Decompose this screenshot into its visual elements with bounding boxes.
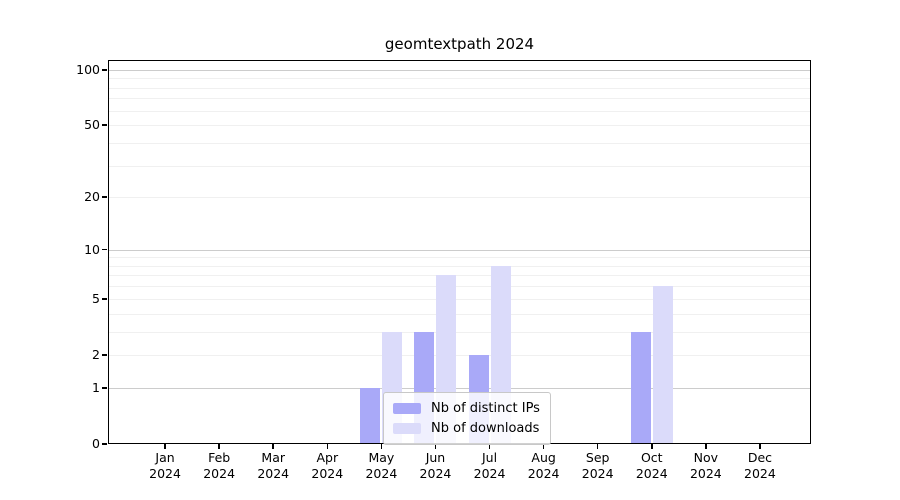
x-tick-month: May (368, 450, 395, 465)
minor-gridline (108, 197, 811, 199)
bar-distinct-ips (630, 331, 651, 444)
x-tick-month: Aug (531, 450, 556, 465)
major-gridline (108, 69, 811, 71)
x-tick-month: Dec (747, 450, 773, 465)
x-tick-year: 2024 (581, 466, 614, 481)
x-tick-mark (596, 444, 599, 449)
plot-area (108, 60, 811, 444)
y-tick-label: 20 (84, 189, 100, 205)
legend-entry: Nb of downloads (393, 418, 540, 438)
y-tick-mark (102, 387, 107, 389)
y-tick-mark (102, 443, 107, 445)
minor-gridline (108, 78, 811, 80)
x-tick-year: 2024 (744, 466, 776, 481)
x-tick-month: Feb (208, 450, 231, 465)
y-tick-mark (102, 248, 107, 251)
x-tick-label: Feb 2024 (187, 450, 251, 482)
x-tick-mark (272, 444, 275, 449)
y-tick-mark (102, 196, 107, 198)
x-tick-year: 2024 (527, 466, 560, 481)
x-tick-month: Jul (481, 450, 498, 465)
x-tick-label: Apr 2024 (295, 450, 359, 482)
minor-gridline (108, 298, 811, 300)
x-tick-mark (380, 444, 383, 449)
x-tick-year: 2024 (149, 466, 181, 481)
x-tick-mark (542, 444, 545, 449)
x-tick-mark (434, 444, 437, 449)
minor-gridline (108, 142, 811, 144)
bar-downloads (652, 286, 673, 444)
x-tick-month: Oct (640, 450, 663, 465)
x-tick-label: Jan 2024 (133, 450, 197, 482)
y-tick-label: 100 (76, 61, 100, 77)
y-tick-mark (102, 124, 107, 126)
x-tick-month: Jun (425, 450, 446, 465)
x-tick-year: 2024 (689, 466, 722, 481)
legend-label: Nb of distinct IPs (431, 400, 540, 416)
x-tick-month: Apr (316, 450, 339, 465)
minor-gridline (108, 87, 811, 89)
x-tick-month: Sep (585, 450, 610, 465)
legend-swatch (393, 422, 421, 434)
x-tick-label: Oct 2024 (620, 450, 684, 482)
y-tick-mark (102, 354, 107, 356)
minor-gridline (108, 165, 811, 167)
x-tick-year: 2024 (473, 466, 506, 481)
minor-gridline (108, 286, 811, 288)
x-tick-mark (218, 444, 220, 449)
y-tick-mark (102, 297, 107, 300)
minor-gridline (108, 98, 811, 100)
x-tick-year: 2024 (365, 466, 398, 481)
x-tick-label: Dec 2024 (728, 450, 792, 482)
y-tick-label: 1 (92, 379, 100, 395)
minor-gridline (108, 257, 811, 259)
y-tick-label: 50 (84, 117, 100, 133)
legend: Nb of distinct IPs Nb of downloads (383, 392, 551, 445)
minor-gridline (108, 354, 811, 356)
y-tick-label: 10 (84, 241, 100, 257)
legend-entry: Nb of distinct IPs (393, 398, 540, 418)
y-tick-label: 5 (92, 290, 100, 306)
minor-gridline (108, 265, 811, 267)
x-tick-year: 2024 (257, 466, 290, 481)
minor-gridline (108, 125, 811, 127)
y-tick-label: 0 (92, 436, 100, 451)
major-gridline (108, 387, 811, 389)
x-tick-month: Jan (155, 450, 175, 465)
x-tick-label: Nov 2024 (674, 450, 738, 482)
x-tick-label: Aug 2024 (512, 450, 576, 482)
y-tick-mark (102, 69, 107, 71)
x-tick-month: Nov (693, 450, 719, 465)
x-tick-mark (164, 444, 166, 449)
x-tick-month: Mar (261, 450, 286, 465)
x-tick-label: Jul 2024 (458, 450, 522, 482)
x-tick-label: May 2024 (349, 450, 413, 482)
minor-gridline (108, 275, 811, 277)
legend-label: Nb of downloads (431, 420, 540, 436)
major-gridline (108, 249, 811, 251)
minor-gridline (108, 331, 811, 333)
bar-distinct-ips (360, 387, 381, 444)
x-tick-mark (326, 444, 329, 449)
x-tick-mark (650, 444, 653, 449)
x-tick-label: Sep 2024 (566, 450, 630, 482)
x-tick-year: 2024 (635, 466, 668, 481)
minor-gridline (108, 313, 811, 315)
y-tick-label: 2 (92, 346, 100, 362)
x-tick-year: 2024 (203, 466, 236, 481)
legend-swatch (393, 402, 421, 414)
x-tick-mark (705, 444, 707, 449)
x-tick-mark (759, 444, 761, 449)
minor-gridline (108, 110, 811, 112)
x-tick-mark (488, 444, 491, 449)
chart-title: geomtextpath 2024 (384, 35, 535, 53)
x-tick-label: Mar 2024 (241, 450, 305, 482)
x-tick-year: 2024 (419, 466, 452, 481)
x-tick-label: Jun 2024 (403, 450, 467, 482)
x-tick-year: 2024 (311, 466, 344, 481)
